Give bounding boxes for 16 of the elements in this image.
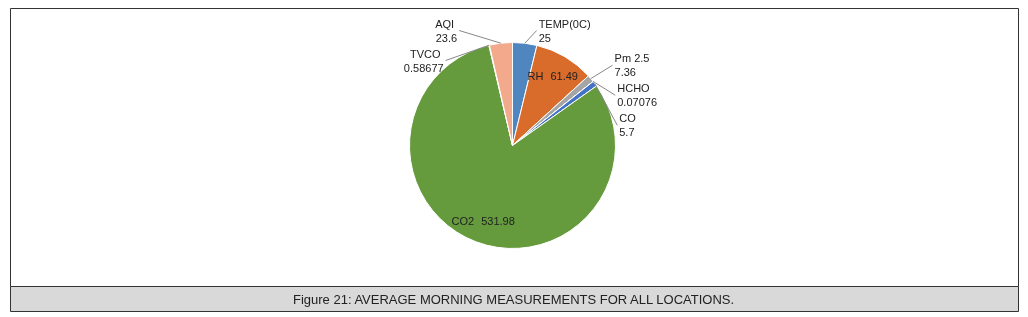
data-label: 0.58677 [403, 61, 444, 74]
data-label: 23.6 [435, 31, 458, 44]
slice-label: Pm 2.5 [614, 52, 650, 65]
slice-label: TEMP(0C) [538, 17, 591, 30]
slice-label: HCHO [617, 82, 651, 95]
data-label: 7.36 [614, 66, 636, 79]
slice-label: AQI [435, 17, 455, 30]
data-label: 25 [538, 31, 551, 44]
slice-label: CO [619, 112, 637, 125]
slice-label: TVCO [410, 47, 442, 60]
data-label: 61.49 [550, 70, 578, 83]
data-label: 0.07076 [617, 96, 658, 109]
text: Figure 21: AVERAGE MORNING MEASUREMENTS FOR ALL LOCATIONS. [292, 291, 735, 307]
slice-label: CO2 [451, 214, 475, 227]
data-label: 5.7 [619, 126, 635, 139]
data-label: 531.98 [481, 214, 515, 227]
